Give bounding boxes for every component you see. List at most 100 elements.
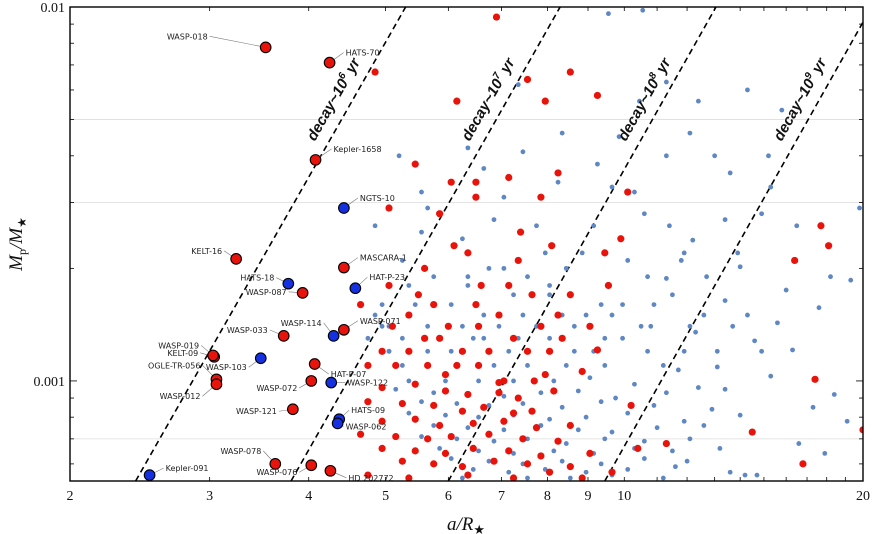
red-point [436, 210, 444, 218]
red-point [411, 380, 419, 388]
labeled-planet-point [309, 154, 322, 166]
red-point [548, 242, 556, 250]
background-point [768, 373, 774, 379]
labeled-planet-point [338, 323, 350, 336]
background-point [491, 217, 497, 223]
red-point [420, 334, 429, 342]
red-point [469, 444, 477, 453]
background-point [681, 348, 687, 354]
red-point [436, 334, 444, 342]
x-tick-label: 5 [382, 489, 389, 504]
y-axis-title: Mp/M★ [6, 217, 29, 272]
background-point [563, 363, 569, 368]
background-point [579, 250, 585, 256]
background-point [591, 223, 597, 229]
background-point [511, 378, 516, 384]
y-tick-label: 0.01 [41, 1, 66, 16]
red-point [495, 389, 503, 397]
red-point [799, 460, 807, 468]
red-point [378, 383, 386, 392]
labeled-planet-point [305, 375, 318, 387]
background-point [583, 312, 589, 318]
background-point [465, 145, 471, 151]
planet-label: MASCARA-1 [360, 254, 407, 263]
labeled-planet-point [210, 378, 223, 391]
red-point [748, 428, 756, 436]
planet-label: Kepler-091 [166, 464, 209, 473]
background-point [520, 312, 526, 318]
background-point [766, 153, 771, 159]
y-tick-label: 0.001 [34, 375, 66, 390]
x-tick-label: 20 [856, 489, 870, 504]
background-point [448, 302, 454, 308]
background-point [670, 448, 675, 454]
red-point [586, 449, 594, 458]
x-ticks: 2 3 4 5 6 7 8 9 10 20 [67, 7, 870, 504]
background-point [714, 348, 720, 354]
red-point [474, 361, 483, 370]
labeled-planet-point [296, 287, 309, 299]
background-point [386, 348, 392, 354]
background-point [638, 323, 644, 329]
red-point [453, 361, 461, 370]
background-point [431, 390, 437, 396]
planet-label: WASP-103 [206, 363, 247, 372]
background-point [547, 292, 552, 298]
background-point [663, 79, 669, 85]
labeled-planet-point [338, 261, 350, 274]
background-point [816, 305, 822, 311]
labeled-planet-point [308, 358, 321, 370]
background-point [640, 7, 646, 13]
red-point [398, 457, 406, 465]
background-point [632, 381, 637, 387]
labeled-planet-point [305, 459, 318, 472]
background-point [515, 82, 521, 88]
background-point [709, 406, 715, 412]
background-point [609, 429, 615, 435]
background-point [563, 441, 569, 446]
labeled-planet-point [143, 469, 156, 481]
background-point [616, 134, 622, 140]
x-tick-label: 3 [206, 489, 213, 504]
planet-label: WASP-122 [347, 379, 388, 388]
x-tick-label: 10 [617, 489, 631, 504]
background-point [641, 456, 647, 461]
planet-label: HATS-70 [346, 49, 380, 58]
background-point [419, 434, 424, 439]
red-point [532, 424, 541, 432]
background-point [465, 425, 471, 431]
red-point [430, 460, 438, 468]
background-point [425, 348, 431, 354]
background-point [555, 179, 561, 185]
background-point [737, 264, 743, 270]
background-point [575, 427, 581, 433]
decay-lines [134, 7, 863, 481]
red-point [414, 291, 422, 299]
red-point [441, 387, 450, 395]
background-point [406, 410, 412, 416]
planet-label: HATS-09 [351, 406, 385, 415]
background-point [670, 292, 675, 298]
background-point [486, 458, 492, 464]
background-point [660, 363, 666, 368]
red-point [586, 322, 594, 330]
red-point [405, 347, 413, 355]
red-point [424, 361, 432, 370]
decay-labels: decay~106 yr decay~107 yr decay~108 yr deca… [304, 54, 831, 143]
background-point [735, 250, 741, 256]
red-point [516, 228, 525, 236]
background-point [542, 250, 548, 256]
background-point [431, 274, 437, 280]
x-tick-label: 7 [498, 489, 505, 504]
red-point [469, 419, 477, 427]
background-point [412, 302, 418, 308]
background-point [501, 427, 507, 433]
red-point [495, 311, 503, 319]
background-point [559, 130, 565, 136]
background-point [443, 378, 448, 384]
background-point [663, 276, 669, 281]
background-point [547, 335, 552, 341]
background-point [625, 410, 631, 416]
planet-label: HATS-18 [240, 274, 274, 283]
